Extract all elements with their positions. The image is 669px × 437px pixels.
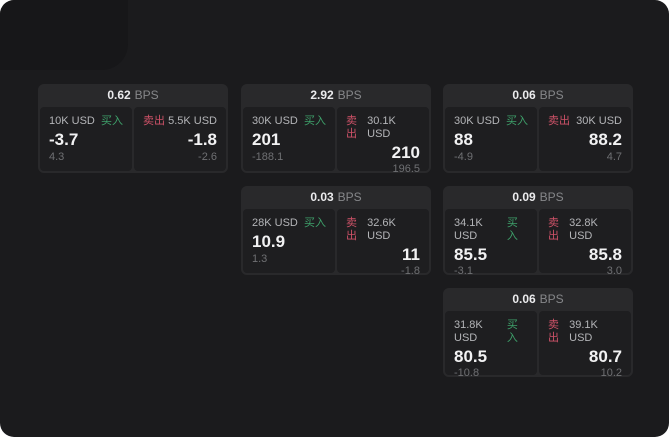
buy-amount: 31.8K USD	[454, 319, 483, 344]
sell-side-label: 卖出	[548, 115, 570, 127]
quote-card: 0.03 BPS 28K USD 买入 10.9 1.3 卖出 32.6K US…	[241, 186, 431, 277]
sell-amount: 5.5K USD	[168, 115, 217, 127]
sell-price: 80.7	[588, 347, 622, 366]
buy-price: 88	[454, 130, 473, 149]
bps-unit-label: BPS	[539, 190, 564, 204]
quote-card: 0.09 BPS 34.1K USD 买入 85.5 -3.1 卖出 32.8K…	[443, 186, 633, 277]
buy-panel[interactable]: 28K USD 买入 10.9 1.3	[243, 209, 335, 273]
sell-panel[interactable]: 卖出 32.6K USD 11 -1.8	[337, 209, 429, 277]
buy-side-label: 买入	[506, 217, 518, 242]
buy-amount: 30K USD	[454, 115, 500, 127]
sell-panel[interactable]: 卖出 32.8K USD 85.8 3.0	[539, 209, 631, 277]
sell-amount: 30K USD	[576, 115, 622, 127]
sell-side-label: 卖出	[143, 115, 165, 127]
sell-secondary-value: 4.7	[606, 151, 622, 163]
buy-secondary-value: -10.8	[454, 367, 480, 379]
buy-side-label: 买入	[101, 115, 123, 127]
buy-panel[interactable]: 34.1K USD 买入 85.5 -3.1	[445, 209, 537, 277]
card-header: 0.03 BPS	[243, 186, 429, 209]
card-header: 0.62 BPS	[40, 84, 226, 107]
sell-secondary-value: -2.6	[198, 151, 217, 163]
bps-unit-label: BPS	[134, 88, 159, 102]
quote-card: 0.06 BPS 31.8K USD 买入 80.5 -10.8 卖出 39.1…	[443, 288, 633, 379]
bps-unit-label: BPS	[337, 88, 362, 102]
sell-side-label: 卖出	[346, 115, 357, 140]
sell-price: 210	[391, 143, 420, 162]
corner-shade-panel	[0, 0, 128, 70]
sell-secondary-value: 196.5	[392, 163, 420, 175]
buy-secondary-value: -4.9	[454, 151, 473, 163]
sell-side-label: 卖出	[548, 217, 559, 242]
sell-price: 85.8	[588, 245, 622, 264]
sell-amount: 32.8K USD	[569, 217, 598, 242]
bps-unit-label: BPS	[337, 190, 362, 204]
bps-value: 0.03	[310, 190, 334, 204]
buy-panel[interactable]: 30K USD 买入 201 -188.1	[243, 107, 335, 171]
buy-panel[interactable]: 30K USD 买入 88 -4.9	[445, 107, 537, 171]
sell-panel[interactable]: 卖出 39.1K USD 80.7 10.2	[539, 311, 631, 379]
sell-panel[interactable]: 卖出 30.1K USD 210 196.5	[337, 107, 429, 175]
card-header: 2.92 BPS	[243, 84, 429, 107]
buy-secondary-value: -3.1	[454, 265, 473, 277]
buy-secondary-value: 1.3	[252, 253, 268, 265]
buy-side-label: 买入	[506, 319, 518, 344]
quote-card: 2.92 BPS 30K USD 买入 201 -188.1 卖出 30.1K …	[241, 84, 431, 175]
sell-price: -1.8	[187, 130, 217, 149]
sell-price: 88.2	[588, 130, 622, 149]
buy-side-label: 买入	[304, 217, 326, 229]
quote-card: 0.06 BPS 30K USD 买入 88 -4.9 卖出 30K USD 8…	[443, 84, 633, 173]
buy-price: 201	[252, 130, 281, 149]
buy-amount: 28K USD	[252, 217, 298, 229]
sell-amount: 39.1K USD	[569, 319, 598, 344]
buy-price: 10.9	[252, 232, 286, 251]
buy-secondary-value: 4.3	[49, 151, 65, 163]
card-header: 0.09 BPS	[445, 186, 631, 209]
sell-side-label: 卖出	[548, 319, 559, 344]
buy-panel[interactable]: 31.8K USD 买入 80.5 -10.8	[445, 311, 537, 379]
bps-value: 2.92	[310, 88, 334, 102]
buy-amount: 10K USD	[49, 115, 95, 127]
bps-unit-label: BPS	[539, 292, 564, 306]
buy-secondary-value: -188.1	[252, 151, 284, 163]
quote-card: 0.62 BPS 10K USD 买入 -3.7 4.3 卖出 5.5K USD…	[38, 84, 228, 173]
buy-price: -3.7	[49, 130, 79, 149]
sell-secondary-value: 3.0	[606, 265, 622, 277]
bps-unit-label: BPS	[539, 88, 564, 102]
bps-value: 0.09	[512, 190, 536, 204]
buy-panel[interactable]: 10K USD 买入 -3.7 4.3	[40, 107, 132, 171]
sell-side-label: 卖出	[346, 217, 357, 242]
bps-value: 0.06	[512, 88, 536, 102]
sell-secondary-value: -1.8	[401, 265, 420, 277]
sell-secondary-value: 10.2	[600, 367, 622, 379]
buy-price: 80.5	[454, 347, 488, 366]
buy-side-label: 买入	[304, 115, 326, 127]
sell-amount: 30.1K USD	[367, 115, 396, 140]
sell-price: 11	[402, 245, 420, 264]
bps-value: 0.06	[512, 292, 536, 306]
card-header: 0.06 BPS	[445, 84, 631, 107]
sell-panel[interactable]: 卖出 30K USD 88.2 4.7	[539, 107, 631, 171]
buy-amount: 34.1K USD	[454, 217, 483, 242]
buy-amount: 30K USD	[252, 115, 298, 127]
card-header: 0.06 BPS	[445, 288, 631, 311]
sell-panel[interactable]: 卖出 5.5K USD -1.8 -2.6	[134, 107, 226, 171]
bps-value: 0.62	[107, 88, 131, 102]
sell-amount: 32.6K USD	[367, 217, 396, 242]
buy-price: 85.5	[454, 245, 488, 264]
buy-side-label: 买入	[506, 115, 528, 127]
